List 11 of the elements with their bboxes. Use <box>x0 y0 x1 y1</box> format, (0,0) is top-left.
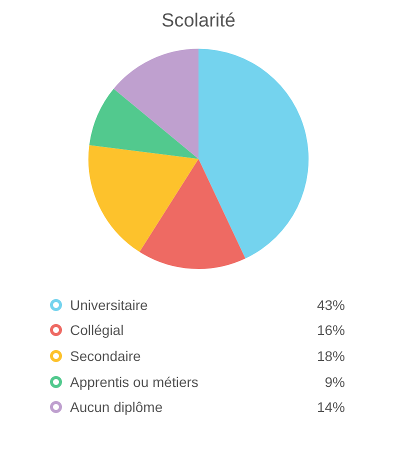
data-label: 16% <box>316 322 345 338</box>
legend-label: Universitaire <box>70 296 149 313</box>
legend-label: Aucun diplôme <box>70 399 164 416</box>
data-label: 43% <box>316 296 345 313</box>
legend-label: Collégial <box>70 322 125 338</box>
legend-label: Secondaire <box>70 348 142 364</box>
data-label: 14% <box>316 399 345 416</box>
data-label: 9% <box>324 374 345 390</box>
data-label: 18% <box>316 348 345 364</box>
legend-label: Apprentis ou métiers <box>70 374 200 390</box>
chart-title: Scolarité <box>162 10 236 32</box>
